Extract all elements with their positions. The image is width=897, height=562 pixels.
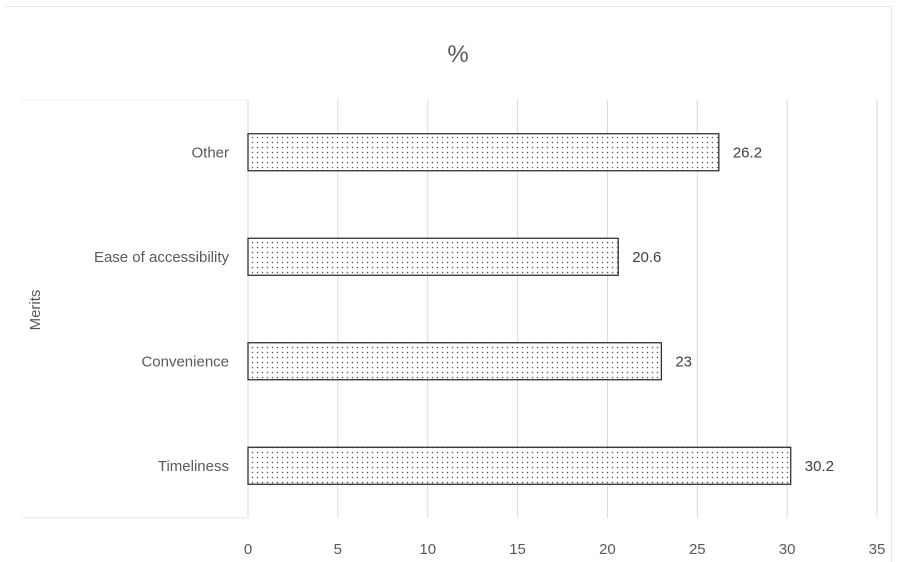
data-label: 26.2 — [733, 144, 762, 161]
data-labels: 30.2 23 20.6 26.2 — [632, 144, 834, 475]
category-label: Timeliness — [158, 458, 229, 475]
category-labels: Timeliness Convenience Ease of accessibili… — [94, 144, 230, 475]
chart-frame — [6, 6, 892, 562]
x-tick-label: 5 — [334, 541, 342, 558]
x-tick-label: 10 — [419, 541, 436, 558]
bar — [247, 342, 662, 381]
y-axis-title: Merits — [27, 290, 44, 331]
bars — [247, 133, 792, 485]
data-label: 20.6 — [632, 249, 661, 266]
x-tick-labels: 0 5 10 15 20 25 30 35 — [244, 541, 886, 558]
x-tick-label: 15 — [509, 541, 526, 558]
data-label: 23 — [675, 353, 692, 370]
data-label: 30.2 — [805, 458, 834, 475]
category-label: Ease of accessibility — [94, 249, 230, 266]
x-tick-label: 25 — [689, 541, 706, 558]
bar — [247, 446, 792, 485]
x-tick-label: 0 — [244, 541, 252, 558]
bar — [247, 133, 720, 172]
x-tick-label: 30 — [779, 541, 796, 558]
x-tick-label: 20 — [599, 541, 616, 558]
chart-title: % — [447, 41, 468, 68]
category-label: Other — [191, 144, 229, 161]
x-tick-label: 35 — [869, 541, 886, 558]
category-label: Convenience — [141, 353, 229, 370]
bar — [247, 237, 619, 276]
